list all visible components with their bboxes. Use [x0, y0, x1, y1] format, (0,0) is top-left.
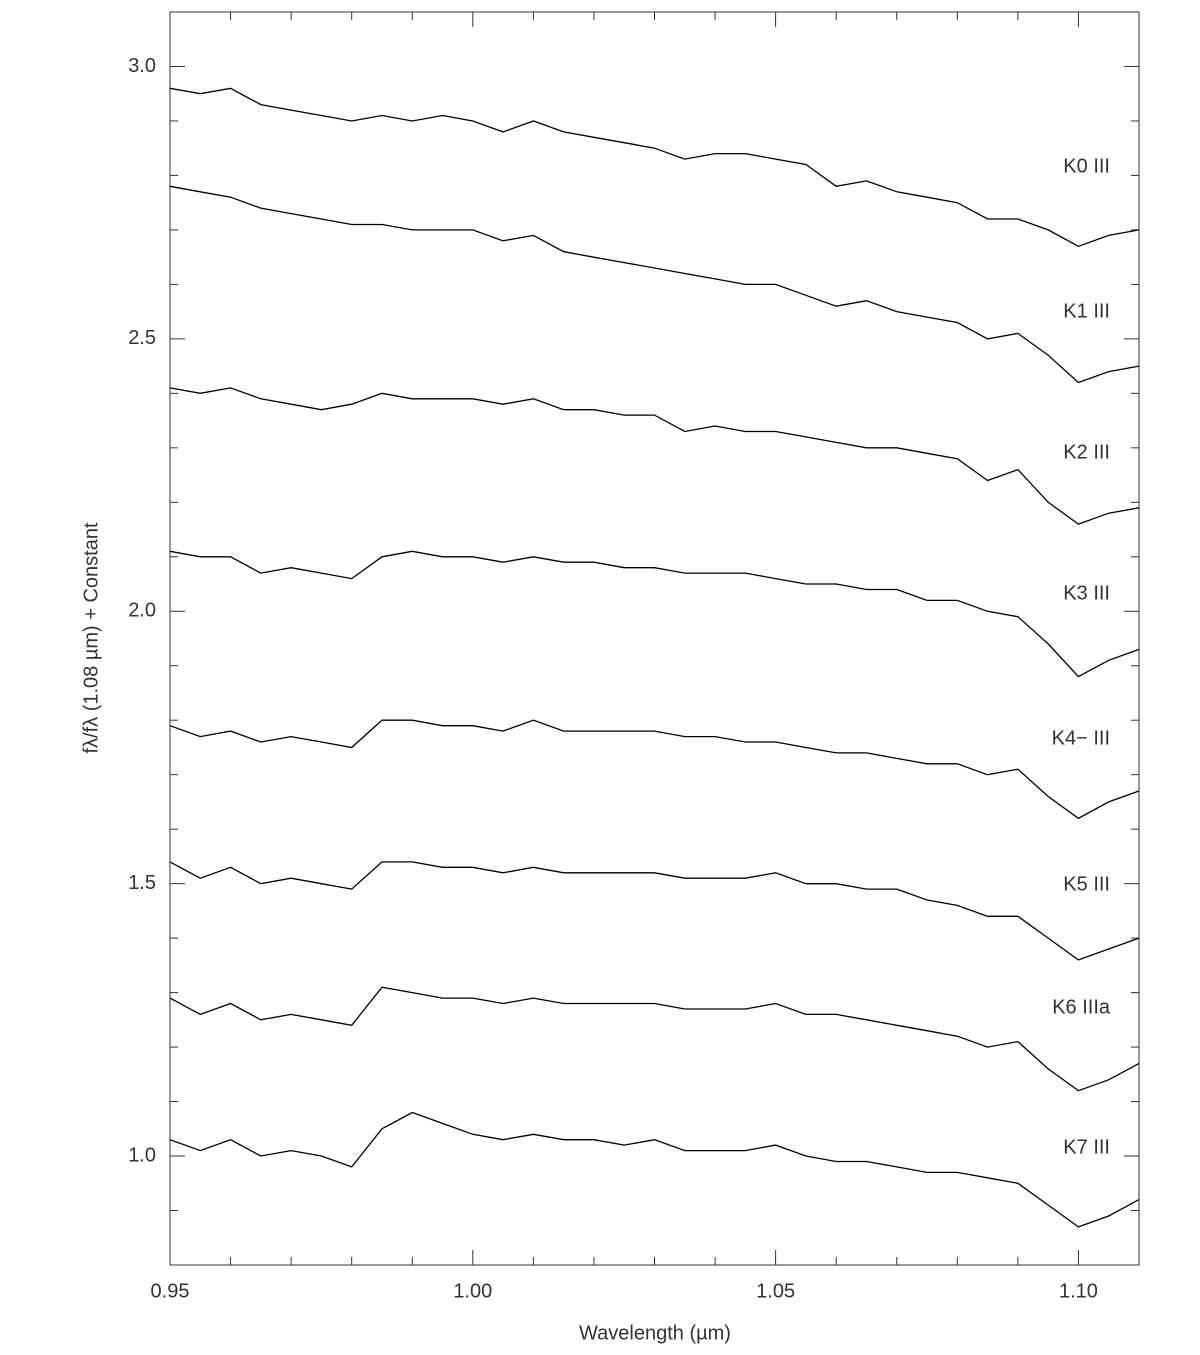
series-label: K0 III	[1063, 155, 1110, 177]
plot-frame	[169, 11, 1140, 1266]
spectrum-line	[169, 1111, 1140, 1228]
series-label: K3 III	[1063, 582, 1110, 604]
y-tick-label: 2.0	[128, 600, 156, 622]
spectrum-line	[169, 861, 1140, 961]
x-tick-label: 1.10	[1059, 1280, 1098, 1302]
y-axis-label: fλ/fλ (1.08 µm) + Constant	[80, 522, 102, 753]
y-tick-label: 1.5	[128, 872, 156, 894]
series-label: K5 III	[1063, 873, 1110, 895]
spectrum-line	[169, 387, 1140, 525]
x-tick-label: 1.05	[756, 1280, 795, 1302]
series-label: K4− III	[1052, 727, 1110, 749]
spectrum-line	[169, 719, 1140, 820]
y-tick-label: 1.0	[128, 1144, 156, 1166]
spectrum-line	[169, 87, 1140, 248]
series-label: K1 III	[1063, 300, 1110, 322]
y-tick-label: 2.5	[128, 327, 156, 349]
x-axis-label: Wavelength (µm)	[579, 1322, 731, 1344]
series-label: K6 IIIa	[1052, 996, 1111, 1018]
spectrum-line	[169, 986, 1140, 1092]
series-label: K2 III	[1063, 441, 1110, 463]
spectrum-line	[169, 550, 1140, 678]
series-label: K7 III	[1063, 1136, 1110, 1158]
x-tick-label: 0.95	[151, 1280, 190, 1302]
spectrum-line	[169, 185, 1140, 384]
y-tick-label: 3.0	[128, 55, 156, 77]
x-tick-label: 1.00	[453, 1280, 492, 1302]
